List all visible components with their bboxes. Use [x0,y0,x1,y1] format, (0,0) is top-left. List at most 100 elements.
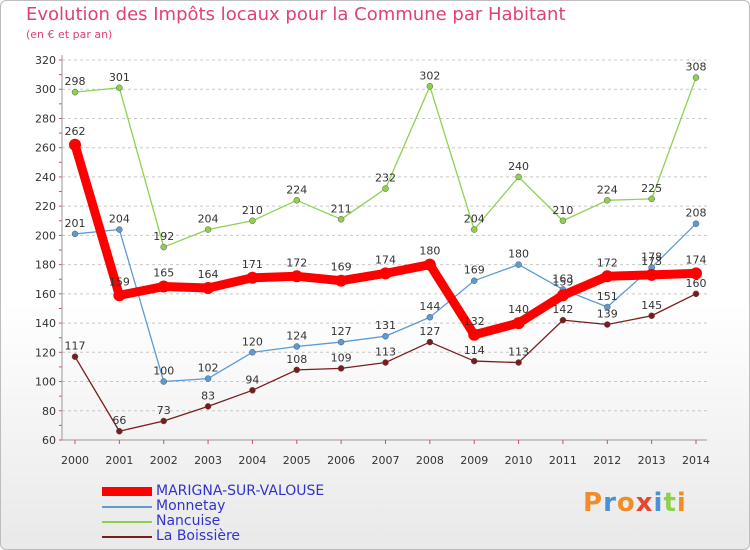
data-label-marigna-sur-valouse: 174 [686,253,707,266]
x-tick-label: 2008 [416,454,444,467]
data-label-marigna-sur-valouse: 159 [109,275,130,288]
data-point-la-boissi-re [559,316,567,324]
data-point-monnetay [160,378,167,385]
data-point-monnetay [426,313,434,321]
data-point-nancuise [204,226,212,233]
chart-title: Evolution des Impôts locaux pour la Comm… [26,4,566,25]
legend-label: La Boissière [156,528,241,544]
data-label-marigna-sur-valouse: 172 [286,256,307,269]
y-tick-label: 160 [35,288,56,301]
data-point-monnetay [692,220,700,227]
x-tick-label: 2002 [150,454,178,467]
data-point-marigna-sur-valouse [423,258,436,271]
data-point-marigna-sur-valouse [246,271,259,284]
data-label-monnetay: 208 [686,207,707,220]
data-label-monnetay: 144 [419,300,440,313]
y-tick-label: 60 [42,434,56,447]
x-tick-label: 2011 [549,454,577,467]
data-label-nancuise: 302 [419,69,440,82]
data-point-monnetay [249,349,256,356]
data-point-la-boissi-re [604,321,611,328]
data-label-monnetay: 163 [552,272,573,285]
legend-swatch [102,536,152,538]
series-line-nancuise [74,77,697,248]
x-tick-label: 2001 [105,454,133,467]
data-label-marigna-sur-valouse: 164 [198,268,219,281]
data-point-marigna-sur-valouse [556,289,569,302]
y-tick-label: 240 [35,171,56,184]
data-point-monnetay [116,226,123,233]
data-point-nancuise [470,226,478,233]
logo-letter: o [616,488,636,518]
x-tick-label: 2004 [238,454,266,467]
y-tick-label: 100 [35,376,56,389]
data-point-marigna-sur-valouse [69,138,81,151]
data-label-la-boissi-re: 113 [375,346,396,359]
data-point-marigna-sur-valouse [645,268,658,281]
data-label-nancuise: 240 [508,160,529,173]
data-label-marigna-sur-valouse: 180 [419,245,440,258]
data-point-marigna-sur-valouse [690,267,702,280]
x-tick-label: 2013 [638,454,666,467]
data-label-marigna-sur-valouse: 165 [153,267,174,280]
data-point-la-boissi-re [160,417,167,425]
data-label-la-boissi-re: 108 [286,353,307,366]
data-point-nancuise [160,243,167,251]
y-tick-label: 180 [35,259,56,272]
legend-swatch [102,521,152,523]
data-point-la-boissi-re [71,353,79,360]
data-label-nancuise: 224 [286,183,307,196]
data-label-la-boissi-re: 145 [641,299,662,312]
data-label-nancuise: 224 [597,183,618,196]
data-label-monnetay: 131 [375,319,396,332]
data-point-la-boissi-re [515,359,522,366]
data-label-monnetay: 100 [153,365,174,378]
x-tick-label: 2000 [61,454,89,467]
data-label-marigna-sur-valouse: 140 [508,303,529,316]
data-point-monnetay [470,277,478,284]
data-label-monnetay: 151 [597,290,618,303]
data-point-monnetay [337,338,345,346]
data-point-nancuise [382,185,389,192]
data-label-nancuise: 204 [464,213,485,226]
data-point-la-boissi-re [204,403,212,410]
data-point-nancuise [249,217,256,225]
data-label-la-boissi-re: 139 [597,308,618,321]
logo-letter: i [653,488,664,518]
data-label-la-boissi-re: 127 [419,325,440,338]
data-point-la-boissi-re [116,427,123,435]
data-label-nancuise: 210 [552,204,573,217]
data-label-nancuise: 211 [331,202,352,215]
x-tick-label: 2003 [194,454,222,467]
data-point-la-boissi-re [337,365,345,372]
data-point-la-boissi-re [382,359,389,366]
data-point-monnetay [515,261,522,268]
data-point-nancuise [559,217,567,225]
data-label-nancuise: 210 [242,204,263,217]
y-tick-label: 140 [35,317,56,330]
data-point-marigna-sur-valouse [601,270,614,283]
data-point-monnetay [293,343,301,350]
data-label-monnetay: 120 [242,335,263,348]
data-point-nancuise [293,197,301,204]
data-label-nancuise: 301 [109,71,130,84]
data-label-la-boissi-re: 142 [552,303,573,316]
data-point-marigna-sur-valouse [468,328,481,341]
data-label-la-boissi-re: 73 [157,404,171,417]
x-tick-label: 2012 [593,454,621,467]
data-point-la-boissi-re [470,357,478,365]
data-point-la-boissi-re [692,290,700,298]
data-point-nancuise [337,216,345,223]
y-tick-label: 80 [42,405,56,418]
x-tick-label: 2010 [505,454,533,467]
y-tick-label: 320 [35,54,56,67]
data-point-nancuise [71,88,79,96]
data-label-marigna-sur-valouse: 171 [242,258,263,271]
data-point-marigna-sur-valouse [290,270,303,283]
data-label-monnetay: 204 [109,213,130,226]
data-label-monnetay: 124 [286,329,307,342]
data-label-marigna-sur-valouse: 262 [65,125,86,138]
data-point-nancuise [116,84,123,92]
x-tick-label: 2005 [283,454,311,467]
data-point-monnetay [382,332,389,340]
